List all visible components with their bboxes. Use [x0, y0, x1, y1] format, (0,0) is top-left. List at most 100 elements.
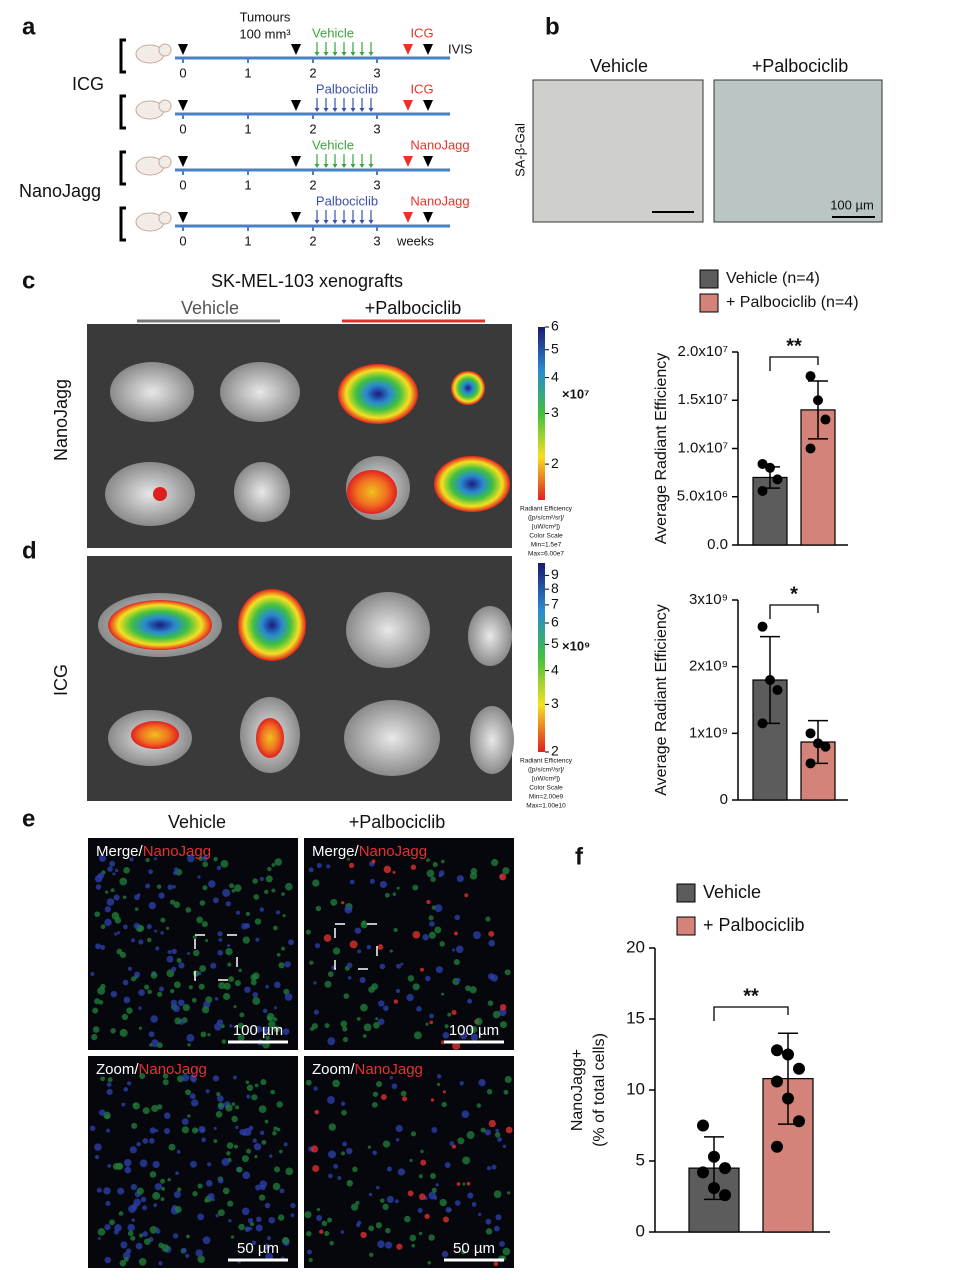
cell-dot [484, 1129, 491, 1136]
cell-dot [394, 1199, 399, 1204]
cell-dot [480, 1127, 486, 1133]
cell-dot [347, 1180, 351, 1184]
marker-triangle [178, 44, 188, 55]
cell-dot [246, 1084, 254, 1092]
data-point [805, 443, 816, 454]
cell-dot [490, 974, 498, 982]
treatment-label: Palbociclib [316, 81, 378, 96]
cell-dot [284, 961, 291, 968]
cell-dot [306, 1249, 312, 1255]
cell-dot [226, 1151, 231, 1156]
cell-dot [212, 1075, 220, 1082]
cell-dot [379, 880, 388, 889]
colorbar-tick-label: 5 [551, 635, 559, 651]
cell-dot [163, 1112, 171, 1119]
data-point [757, 621, 768, 632]
colorbar-tick-label: 6 [551, 318, 559, 334]
cell-dot [327, 971, 334, 978]
cell-dot [376, 1185, 380, 1190]
cell-dot [174, 1017, 182, 1025]
cell-dot [382, 1005, 389, 1012]
legend-swatch [676, 916, 696, 936]
cell-dot [504, 1075, 512, 1084]
timeline-tick-label: 2 [309, 177, 316, 192]
cell-dot [220, 860, 229, 868]
cell-dot [212, 897, 219, 904]
cell-dot [454, 931, 458, 936]
cell-dot [467, 1192, 474, 1199]
cell-dot [311, 1023, 318, 1030]
cell-dot [438, 873, 443, 878]
dose-arrow [323, 108, 329, 112]
cell-dot [127, 1081, 132, 1086]
cell-dot [382, 1203, 389, 1211]
cell-dot [425, 975, 431, 982]
data-point [793, 1062, 805, 1075]
cell-dot [395, 1124, 403, 1133]
cell-dot [174, 1205, 182, 1213]
cell-dot [133, 922, 140, 930]
cell-dot [243, 1127, 252, 1136]
cell-dot [105, 1200, 111, 1207]
cell-dot [170, 999, 178, 1006]
channel-label: Zoom/NanoJagg [96, 1061, 207, 1078]
cell-dot [154, 1183, 162, 1191]
significance-bracket [713, 1006, 789, 1021]
cell-dot [362, 1034, 367, 1038]
cell-dot [136, 1187, 144, 1195]
cell-dot [451, 948, 456, 952]
cell-dot [449, 1141, 455, 1147]
colorbar-caption: [uW/cm²]) [532, 524, 560, 531]
timeline-tick-label: 1 [244, 177, 251, 192]
cell-dot [169, 899, 175, 905]
cell-dot [210, 962, 217, 969]
probe-label: ICG [410, 81, 433, 96]
cell-dot [176, 957, 182, 963]
cell-dot [505, 1126, 513, 1134]
cell-dot [273, 925, 278, 931]
cell-dot [328, 1173, 333, 1179]
marker-triangle [403, 44, 413, 55]
cell-dot [215, 1111, 223, 1118]
scale-label: 100 µm [233, 1022, 283, 1039]
cell-dot [391, 1083, 398, 1089]
y-tick-label: 3x10⁹ [689, 591, 728, 608]
cell-dot [213, 1139, 218, 1143]
data-point [765, 675, 775, 685]
cell-dot [136, 1141, 141, 1147]
cell-dot [217, 1102, 225, 1109]
panel-label: a [22, 13, 36, 40]
mouse-icon [158, 211, 172, 225]
cell-dot [356, 1016, 361, 1021]
cell-dot [200, 1031, 207, 1038]
colorbar-caption: Radiant Efficiency [520, 506, 573, 513]
cell-dot [281, 946, 286, 951]
marker-triangle [423, 100, 433, 111]
cell-dot [242, 936, 250, 944]
cell-dot [380, 1094, 387, 1100]
cell-dot [305, 1079, 312, 1086]
cell-dot [445, 1206, 452, 1213]
cell-dot [396, 1243, 403, 1250]
cell-dot [205, 1179, 213, 1187]
y-tick-label: 0 [720, 791, 728, 808]
cell-dot [142, 1231, 148, 1237]
cell-dot [149, 1138, 155, 1144]
cell-dot [181, 1247, 187, 1253]
dose-arrow [350, 108, 356, 112]
timeline-tick-label: 1 [244, 233, 251, 248]
timeline-tick-label: 3 [373, 177, 380, 192]
cell-dot [409, 1158, 413, 1163]
cell-dot [133, 971, 141, 978]
treatment-label: Palbociclib [316, 193, 378, 208]
cell-dot [456, 875, 464, 883]
cell-dot [441, 859, 445, 864]
cell-dot [258, 1194, 266, 1201]
cell-dot [92, 1007, 99, 1014]
cell-dot [342, 1141, 347, 1147]
dose-arrow [341, 164, 347, 168]
cell-dot [113, 1229, 119, 1235]
cell-dot [383, 865, 392, 874]
cell-dot [104, 1224, 111, 1231]
marker-triangle [423, 44, 433, 55]
